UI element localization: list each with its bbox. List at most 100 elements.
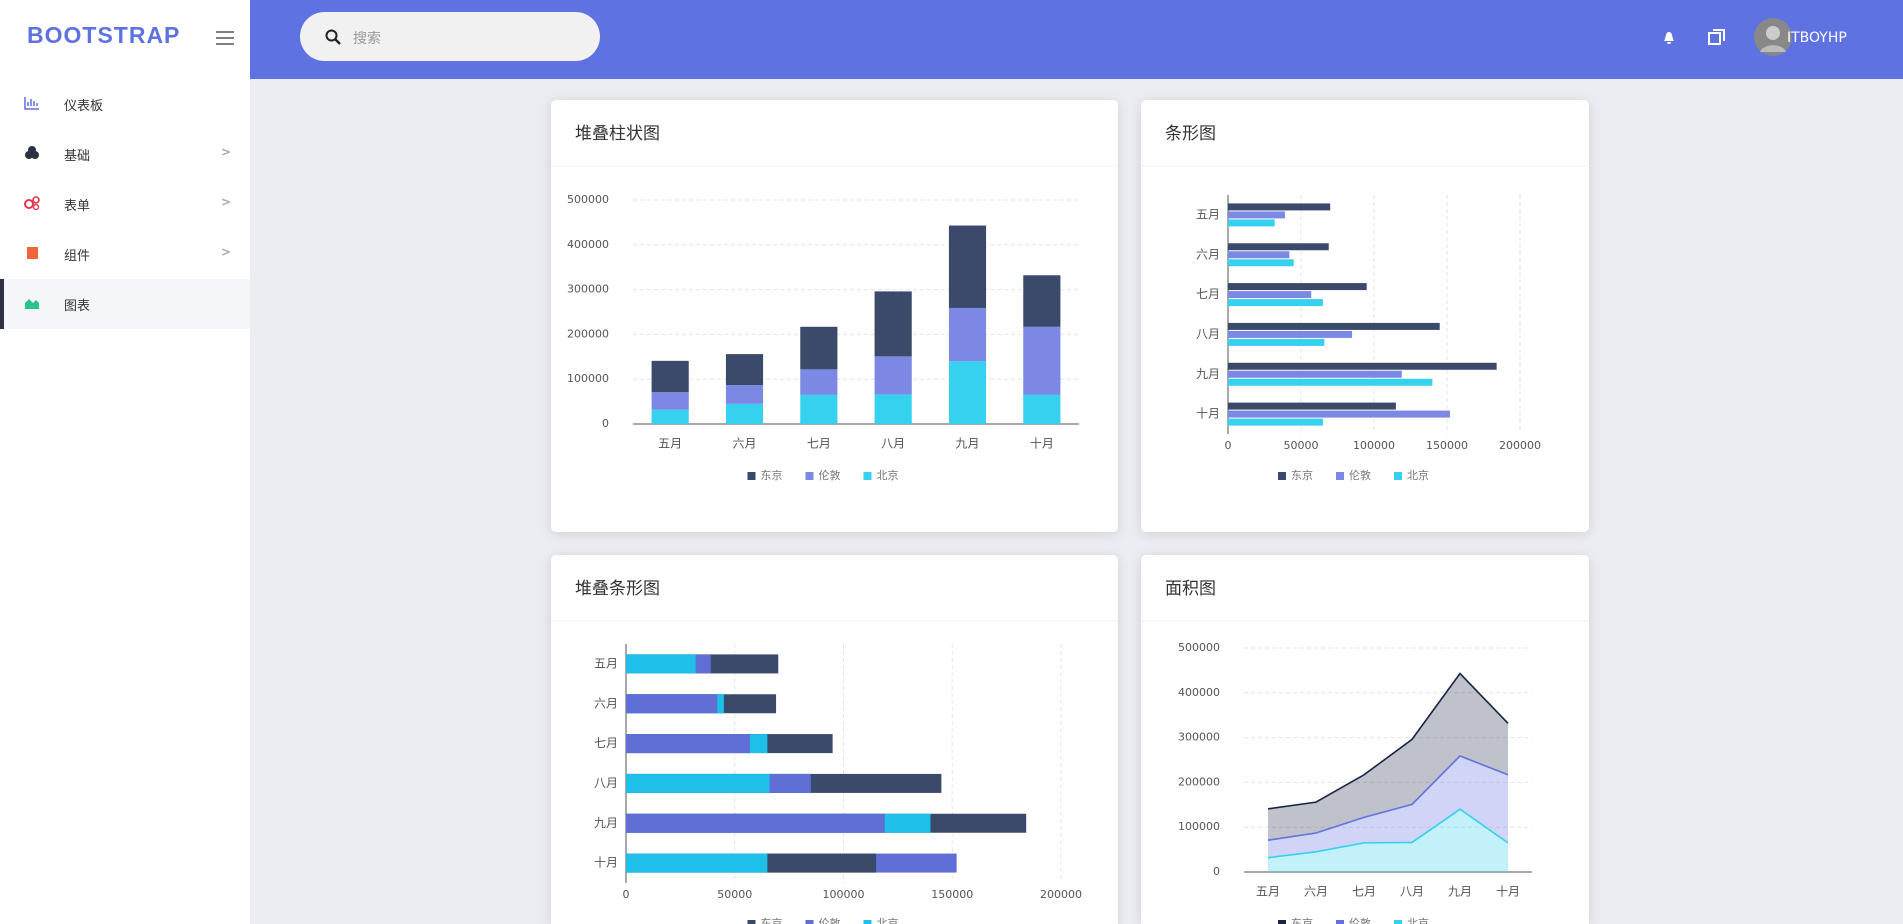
bar — [1228, 291, 1312, 299]
x-tick-label: 六月 — [1304, 885, 1328, 899]
y-tick-label: 100000 — [1178, 820, 1220, 833]
search-icon — [325, 29, 341, 45]
top-bar: 搜索 ITBOYHP — [250, 0, 1903, 79]
menu-toggle[interactable] — [216, 31, 234, 45]
card: 面积图 0 100000 200000 300000 400000 500000 五月 六月 七月… — [1141, 555, 1589, 924]
y-tick-label: 七月 — [1196, 287, 1220, 301]
bar — [948, 361, 987, 424]
y-tick-label: 六月 — [594, 696, 618, 710]
legend-swatch — [1336, 472, 1344, 480]
x-tick-label: 五月 — [1256, 885, 1280, 899]
menu-item[interactable]: 基础 > — [0, 129, 250, 179]
x-tick-label: 七月 — [807, 437, 831, 451]
icon — [24, 97, 39, 110]
y-tick-label: 十月 — [594, 856, 618, 870]
y-tick-label: 七月 — [594, 736, 618, 750]
menu-item[interactable]: 组件 > — [0, 229, 250, 279]
x-tick-label: 七月 — [1352, 885, 1376, 899]
bar — [1228, 259, 1294, 267]
y-tick-label: 九月 — [594, 816, 618, 830]
menu-label: 组件 — [64, 249, 91, 264]
x-tick-label: 九月 — [1448, 885, 1472, 899]
bar — [948, 307, 987, 362]
x-tick-label: 十月 — [1496, 885, 1520, 899]
legend-swatch — [747, 920, 756, 924]
avatar[interactable] — [1754, 18, 1792, 56]
menu-item[interactable]: 仪表板 — [0, 79, 250, 129]
card-title: 面积图 — [1165, 579, 1216, 599]
menu-item[interactable]: 表单 > — [0, 179, 250, 229]
line — [1267, 755, 1509, 841]
bar — [874, 356, 912, 395]
x-tick-label: 八月 — [881, 437, 905, 451]
y-tick-label: 八月 — [594, 776, 618, 790]
brand[interactable]: BOOTSTRAP — [27, 22, 181, 48]
bar — [725, 354, 764, 386]
y-tick-label: 八月 — [1196, 327, 1220, 341]
chart: 堆叠条形图 0 50000 100000 150000 200000 五月六月七月八月九月十… — [551, 579, 1118, 924]
legend-swatch — [805, 472, 814, 480]
card-title: 堆叠柱状图 — [575, 124, 660, 144]
legend-label: 北京 — [1407, 916, 1429, 924]
area — [1268, 673, 1508, 841]
y-tick-label: 400000 — [567, 238, 609, 251]
bar — [800, 394, 838, 424]
user-name[interactable]: ITBOYHP — [1787, 30, 1847, 46]
area — [1268, 755, 1508, 858]
bell-icon[interactable] — [1662, 29, 1676, 45]
y-tick-label: 200000 — [1178, 775, 1220, 788]
bar — [1228, 330, 1353, 338]
bar — [1023, 275, 1061, 327]
bar — [1023, 326, 1061, 395]
x-tick-label: 50000 — [717, 888, 752, 901]
legend-swatch — [1394, 920, 1402, 924]
chevron: > — [221, 145, 232, 159]
card-title: 条形图 — [1165, 124, 1216, 144]
bar — [1228, 362, 1497, 370]
search-box[interactable]: 搜索 — [300, 12, 600, 61]
x-tick-label: 100000 — [1353, 439, 1395, 452]
chart: 面积图 0 100000 200000 300000 400000 500000 五月 六月 七月… — [1141, 579, 1589, 924]
y-tick-label: 300000 — [567, 283, 609, 296]
y-tick-label: 五月 — [594, 656, 618, 670]
bar — [1228, 418, 1323, 426]
x-tick-label: 十月 — [1030, 437, 1054, 451]
bar — [725, 385, 764, 404]
line — [1267, 808, 1509, 859]
x-tick-label: 八月 — [1400, 885, 1424, 899]
y-tick-label: 五月 — [1196, 207, 1220, 221]
x-tick-label: 200000 — [1040, 888, 1082, 901]
legend-swatch — [1278, 472, 1286, 480]
bar — [725, 403, 764, 424]
bar — [1228, 402, 1396, 410]
bar — [874, 291, 912, 357]
legend-swatch — [805, 920, 814, 924]
x-tick-label: 150000 — [931, 888, 973, 901]
legend-label: 东京 — [1291, 916, 1313, 924]
bar — [1228, 251, 1290, 259]
legend-label: 伦敦 — [819, 468, 841, 482]
line — [1267, 672, 1509, 810]
chart: 堆叠柱状图 0 100000 200000 300000 400000 500000 五月 六月… — [551, 124, 1118, 482]
y-tick-label: 100000 — [567, 372, 609, 385]
legend-label: 伦敦 — [819, 916, 841, 924]
y-tick-label: 六月 — [1196, 247, 1220, 261]
bar — [651, 360, 689, 393]
chevron: > — [221, 245, 232, 259]
icon — [25, 146, 39, 159]
menu-item[interactable]: 图表 — [0, 279, 250, 329]
bar — [626, 853, 768, 873]
window-icon[interactable] — [1708, 29, 1725, 46]
bar — [626, 694, 718, 714]
y-tick-label: 500000 — [567, 193, 609, 206]
chart: 条形图 0 50000 100000 150000 200000 五月六月七月八月九月十月东… — [1141, 124, 1589, 482]
bar — [626, 813, 885, 833]
y-tick-label: 十月 — [1196, 407, 1220, 421]
card: 堆叠条形图 0 50000 100000 150000 200000 五月 六月 七月 八月 九月十… — [551, 555, 1118, 924]
bar — [1228, 410, 1450, 418]
y-tick-label: 200000 — [567, 327, 609, 340]
legend-label: 北京 — [877, 468, 899, 482]
x-tick-label: 五月 — [658, 437, 682, 451]
legend-swatch — [1278, 920, 1286, 924]
